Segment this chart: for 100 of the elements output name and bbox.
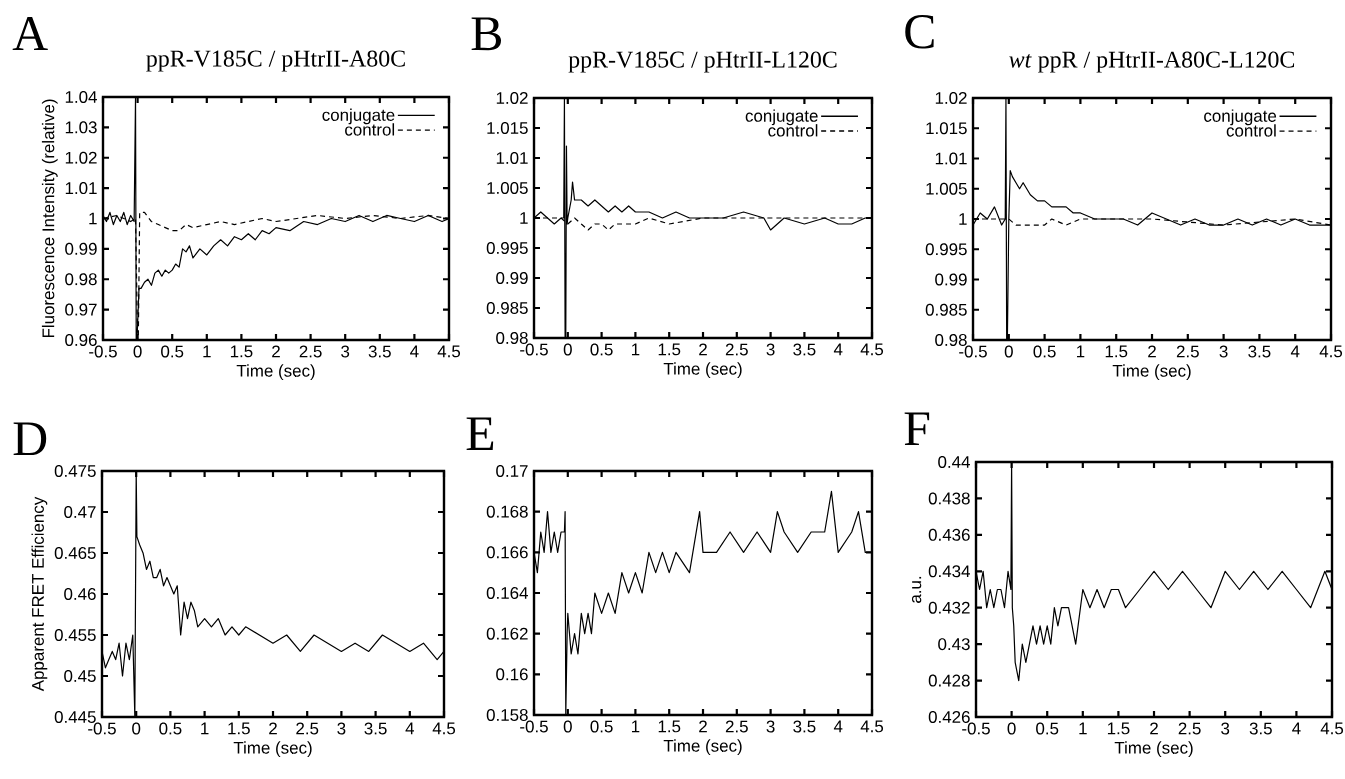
x-axis-title: Time (sec): [233, 741, 312, 758]
x-tick-label: 2.5: [299, 345, 322, 358]
y-tick-label: 0.46: [64, 588, 96, 600]
y-tick-label: 0.45: [64, 670, 96, 682]
x-tick-label: 4.5: [432, 722, 456, 735]
y-tick-label: 0.428: [928, 674, 970, 687]
x-tick-label: 0.5: [590, 720, 613, 733]
x-tick-label: 3: [766, 720, 775, 733]
y-tick-label: 0.99: [935, 273, 967, 286]
x-tick-label: 4.5: [860, 720, 884, 733]
y-tick-label: 1.005: [926, 182, 967, 195]
x-tick-label: -0.5: [88, 722, 116, 735]
text: A: [12, 17, 48, 50]
x-tick-label: 4.5: [860, 343, 884, 356]
x-tick-label: 1: [631, 343, 640, 356]
x-tick-label: -0.5: [520, 343, 548, 356]
x-tick-label: 3: [337, 722, 346, 735]
x-tick-label: 4.5: [1320, 722, 1344, 735]
x-tick-label: 1.5: [658, 720, 681, 733]
text: C: [905, 15, 934, 49]
y-tick-label: 0.166: [486, 546, 528, 559]
legend-label: control: [345, 123, 395, 136]
x-tick-label: 1.5: [228, 722, 250, 735]
y-tick-label: 0.985: [925, 303, 967, 316]
y-tick-label: 0.995: [925, 243, 967, 256]
y-tick-label: 1.015: [926, 122, 967, 135]
y-tick-label: 0.432: [928, 601, 970, 614]
y-tick-label: 0.164: [486, 587, 528, 599]
x-tick-label: 4.5: [1319, 345, 1343, 358]
y-tick-label: 0.99: [496, 272, 528, 284]
x-tick-label: 2.5: [1176, 345, 1199, 358]
x-tick-label: 0.5: [590, 343, 613, 356]
x-tick-label: 1.5: [1105, 345, 1128, 358]
y-tick-label: 0.438: [928, 492, 970, 505]
chart-title: wt ppR / pHtrII-A80C-L120C: [1009, 51, 1295, 73]
y-tick-label: 0.47: [64, 506, 96, 518]
x-tick-label: 1: [1079, 722, 1087, 735]
y-tick-label: 0.98: [935, 334, 967, 346]
y-tick-label: 1.02: [496, 91, 528, 104]
y-tick-label: 1: [959, 213, 967, 225]
legend-label: control: [768, 124, 818, 137]
x-tick-label: 3.5: [1248, 345, 1271, 358]
x-tick-label: 3.5: [1249, 722, 1272, 735]
x-tick-label: -0.5: [959, 345, 987, 358]
y-tick-label: 1.02: [935, 92, 967, 104]
y-tick-label: 0.445: [54, 711, 96, 723]
y-tick-label: 1.04: [65, 91, 97, 103]
y-tick-label: 0.158: [486, 709, 528, 721]
y-tick-label: 1.01: [496, 151, 528, 164]
x-axis-title: Time (sec): [663, 362, 742, 379]
x-tick-label: 0: [563, 343, 572, 356]
y-tick-label: 1.005: [487, 182, 528, 194]
x-tick-label: 2: [269, 722, 277, 735]
y-axis-title: Apparent FRET Efficiency: [31, 496, 48, 692]
y-tick-label: 0.43: [938, 638, 970, 651]
x-tick-label: 3.5: [364, 722, 387, 735]
x-tick-label: 1: [203, 345, 211, 358]
x-tick-label: 4: [410, 345, 419, 358]
legend-label: conjugate: [745, 109, 818, 126]
x-tick-label: 3.5: [368, 345, 391, 358]
text: B: [471, 17, 501, 51]
y-tick-label: 0.16: [496, 668, 528, 681]
x-tick-label: 1: [631, 720, 640, 733]
y-tick-label: 0.995: [486, 242, 528, 254]
y-tick-label: 0.475: [54, 465, 96, 477]
y-tick-label: 0.434: [928, 565, 970, 578]
x-tick-label: 4: [833, 343, 843, 356]
y-tick-label: 1.02: [65, 151, 97, 164]
chart-title: ppR-V185C / pHtrII-L120C: [568, 51, 837, 73]
y-tick-label: 0.96: [65, 334, 97, 346]
y-tick-label: 0.465: [54, 547, 96, 559]
x-tick-label: 4: [1292, 722, 1301, 735]
x-tick-label: 2: [699, 720, 707, 733]
x-tick-label: 2: [1148, 345, 1156, 358]
y-tick-label: 0.426: [928, 711, 970, 723]
x-tick-label: 4.5: [437, 345, 461, 358]
y-tick-label: 0.17: [496, 465, 528, 477]
y-tick-label: 0.455: [54, 629, 96, 641]
y-tick-label: 1.01: [65, 182, 97, 195]
x-tick-label: 3.5: [793, 720, 816, 733]
text: D: [13, 422, 47, 456]
y-axis-title: Fluorescence Intensity (relative): [41, 99, 58, 338]
x-tick-label: 2.5: [296, 722, 319, 735]
x-tick-label: 2: [1150, 722, 1158, 735]
x-tick-label: 3: [766, 343, 775, 356]
x-tick-label: -0.5: [89, 345, 117, 358]
x-tick-label: 4: [833, 720, 843, 733]
x-tick-label: 1.5: [230, 345, 253, 358]
y-tick-label: 0.97: [65, 303, 97, 316]
x-tick-label: 3: [1221, 722, 1230, 735]
x-tick-label: 0.5: [159, 722, 182, 735]
x-tick-label: 2: [699, 343, 707, 356]
y-tick-label: 1: [89, 212, 97, 225]
legend-label: conjugate: [1204, 109, 1277, 126]
x-axis-title: Time (sec): [236, 364, 315, 381]
x-tick-label: 1.5: [658, 343, 681, 356]
x-tick-label: 0: [1007, 722, 1016, 735]
x-tick-label: 1.5: [1107, 722, 1130, 735]
x-axis-title: Time (sec): [663, 739, 742, 756]
chart-title: ppR-V185C / pHtrII-A80C: [146, 50, 405, 72]
